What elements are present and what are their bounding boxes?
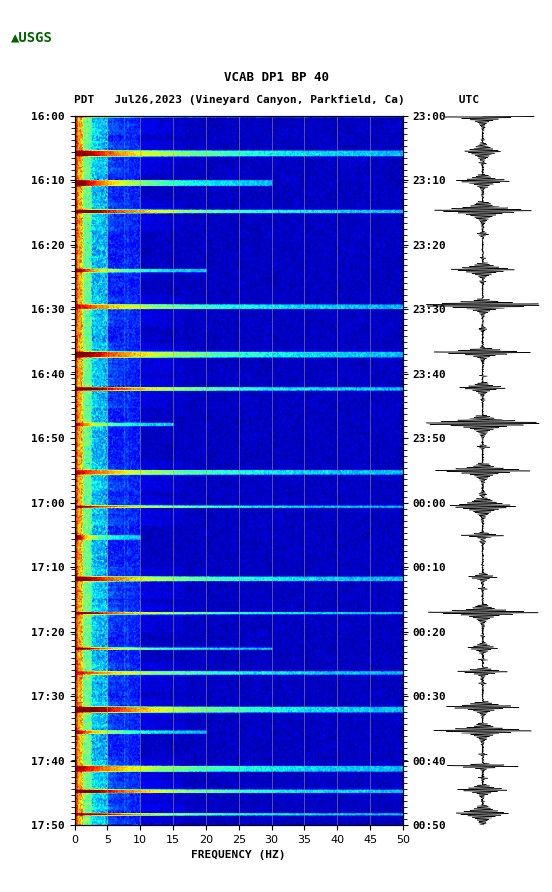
Text: ▲USGS: ▲USGS xyxy=(11,30,53,45)
Text: PDT   Jul26,2023 (Vineyard Canyon, Parkfield, Ca)        UTC: PDT Jul26,2023 (Vineyard Canyon, Parkfie… xyxy=(73,95,479,105)
Text: VCAB DP1 BP 40: VCAB DP1 BP 40 xyxy=(224,70,328,84)
X-axis label: FREQUENCY (HZ): FREQUENCY (HZ) xyxy=(192,850,286,861)
